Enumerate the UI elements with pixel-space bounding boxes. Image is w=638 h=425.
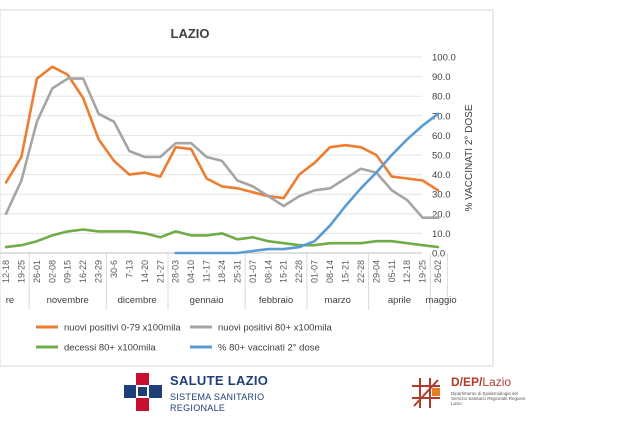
month-label: gennaio xyxy=(190,295,224,306)
x-tick-label: 05-11 xyxy=(387,260,397,282)
salute-lazio-subtitle-1: SISTEMA SANITARIO xyxy=(170,392,265,402)
dep-lazio-subtitle: Dipartimento di Epidemiologia del Serviz… xyxy=(451,391,526,406)
y-tick-label: 0.0 xyxy=(432,249,445,260)
month-label: marzo xyxy=(325,295,351,306)
month-label: febbraio xyxy=(259,295,293,306)
dep-lazio-name: D/EP/Lazio xyxy=(451,375,511,389)
series-line xyxy=(174,112,440,255)
month-label: novembre xyxy=(47,295,89,306)
x-tick-label: 01-07 xyxy=(248,260,258,283)
month-label: maggio xyxy=(426,295,457,306)
chart-title: LAZIO xyxy=(171,26,210,41)
x-tick-label: 09-15 xyxy=(63,260,73,283)
x-tick-label: 7-13 xyxy=(124,260,134,278)
legend: nuovi positivi 0-79 x100mila nuovi positi… xyxy=(36,323,333,354)
legend-label: nuovi positivi 80+ x100mila xyxy=(218,323,333,334)
x-tick-label: 26-01 xyxy=(32,260,42,283)
x-tick-label: 26-02 xyxy=(433,260,443,283)
month-label: re xyxy=(6,295,14,306)
x-tick-label: 23-29 xyxy=(94,260,104,283)
grid-lines xyxy=(0,56,422,254)
x-tick-label: 12-18 xyxy=(1,260,11,283)
x-tick-label: 18-24 xyxy=(217,260,227,283)
x-tick-label: 28-03 xyxy=(171,260,181,283)
x-tick-label: 15-21 xyxy=(279,260,289,283)
chart-frame xyxy=(0,9,494,367)
x-tick-label: 30-6 xyxy=(109,260,119,278)
y-tick-label: 10.0 xyxy=(432,229,451,240)
legend-label: decessi 80+ x100mila xyxy=(64,343,156,354)
salute-lazio-title: SALUTE LAZIO xyxy=(170,373,269,388)
x-tick-label: 25-31 xyxy=(232,260,242,283)
series-line xyxy=(4,77,440,219)
x-tick-label: 04-10 xyxy=(186,260,196,283)
x-tick-label: 01-07 xyxy=(310,260,320,283)
y-tick-label: 60.0 xyxy=(432,131,451,142)
y-tick-label: 50.0 xyxy=(432,151,451,162)
month-label: aprile xyxy=(388,295,411,306)
x-tick-label: 02-08 xyxy=(47,260,57,283)
dep-lazio-name-a: D/EP/ xyxy=(451,375,483,389)
x-tick-label: 22-28 xyxy=(356,260,366,283)
y-axis-label: % VACCINATI 2° DOSE xyxy=(464,104,475,211)
y-axis: 0.0 10.0 20.0 30.0 40.0 50.0 60.0 70.0 80.0 90.0 1… xyxy=(432,53,456,260)
y-tick-label: 40.0 xyxy=(432,170,451,181)
x-tick-label: 12-18 xyxy=(402,260,412,283)
x-tick-label: 15-21 xyxy=(340,260,350,283)
y-tick-label: 80.0 xyxy=(432,92,451,103)
month-label: dicembre xyxy=(118,295,157,306)
x-tick-label: 14-20 xyxy=(140,260,150,283)
x-tick-label: 08-14 xyxy=(325,260,335,283)
x-tick-label: 19-25 xyxy=(418,260,428,283)
x-axis: 12-18 19-25 26-01 02-08 09-15 16-22 23-29 30-6 7… xyxy=(0,252,457,310)
salute-lazio-subtitle-2: REGIONALE xyxy=(170,403,226,413)
x-tick-label: 11-17 xyxy=(202,260,212,282)
dep-lazio-emblem xyxy=(412,378,440,408)
dep-lazio-name-b: Lazio xyxy=(482,375,512,389)
salute-lazio-cross-logo xyxy=(124,373,162,411)
y-tick-label: 20.0 xyxy=(432,209,451,220)
x-tick-label: 16-22 xyxy=(78,260,88,283)
y-tick-label: 30.0 xyxy=(432,190,451,201)
legend-label: % 80+ vaccinati 2° dose xyxy=(218,343,320,354)
series-lines xyxy=(4,65,440,255)
y-tick-label: 100.0 xyxy=(432,53,456,64)
series-line xyxy=(4,228,440,249)
x-tick-label: 22-28 xyxy=(294,260,304,283)
x-tick-label: 08-14 xyxy=(263,260,273,283)
x-tick-label: 21-27 xyxy=(155,260,165,283)
x-tick-label: 29-04 xyxy=(371,260,381,283)
y-tick-label: 70.0 xyxy=(432,111,451,122)
y-tick-label: 90.0 xyxy=(432,72,451,83)
legend-label: nuovi positivi 0-79 x100mila xyxy=(64,323,181,334)
series-line xyxy=(4,65,440,200)
x-tick-label: 19-25 xyxy=(16,260,26,283)
